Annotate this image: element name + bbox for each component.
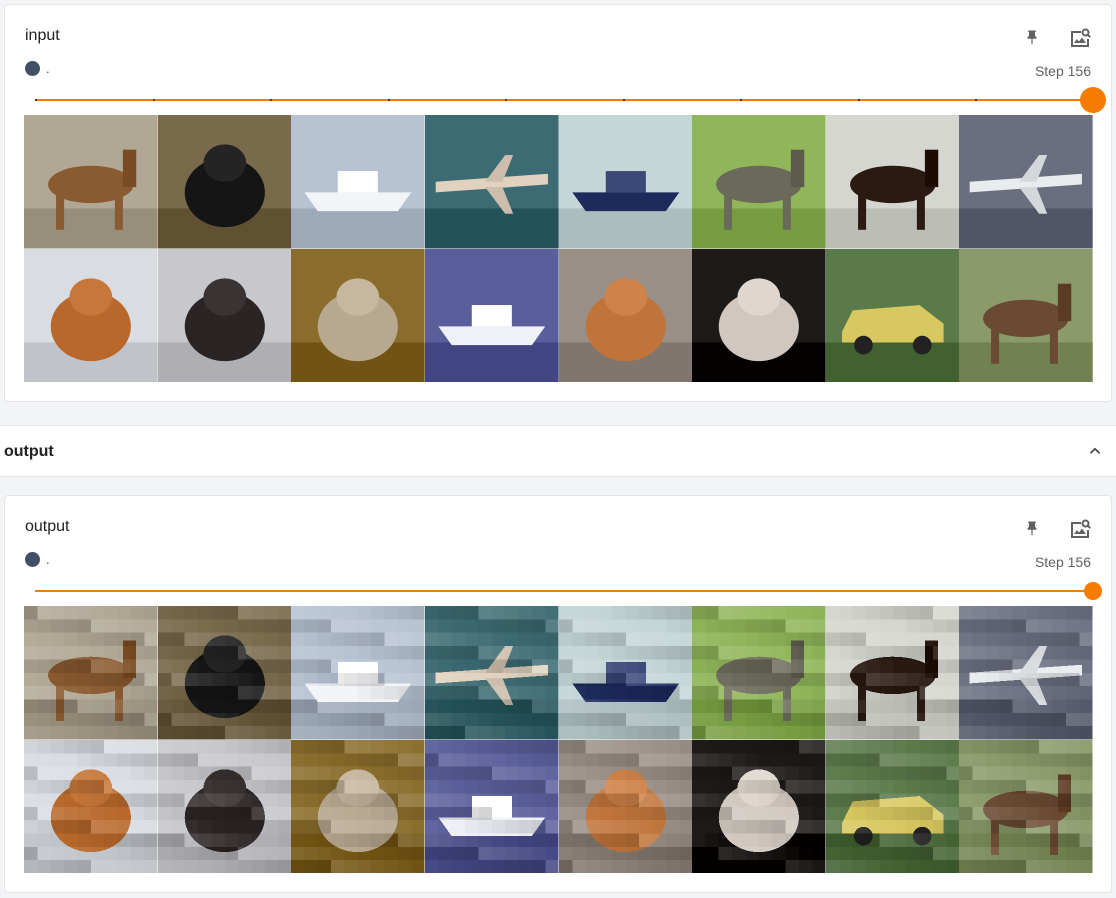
image-thumbnail-dog: [158, 115, 292, 249]
slider-tick: [740, 99, 742, 101]
image-thumbnail-horse-rider: [24, 115, 158, 249]
image-grid: [24, 115, 1093, 382]
image-thumbnail-deer: [692, 115, 826, 249]
image-thumbnail-horse: [826, 606, 960, 740]
image-card-output: output . Step 156: [4, 495, 1112, 893]
slider-thumb[interactable]: [1084, 582, 1102, 600]
step-label: Step 156: [1035, 554, 1091, 570]
image-grid: [24, 606, 1093, 873]
slider-tick: [35, 99, 37, 101]
step-slider[interactable]: [35, 582, 1093, 600]
slider-tick: [270, 99, 272, 101]
image-thumbnail-dog: [158, 606, 292, 740]
slider-tick: [858, 99, 860, 101]
card-title: output: [25, 518, 69, 536]
image-thumbnail-ship: [559, 115, 693, 249]
image-thumbnail-cat: [24, 249, 158, 383]
slider-track[interactable]: [35, 590, 1093, 592]
image-thumbnail-dog: [559, 249, 693, 383]
image-thumbnail-car: [826, 740, 960, 874]
slider-thumb[interactable]: [1080, 87, 1106, 113]
image-thumbnail-dog: [158, 740, 292, 874]
run-color-dot: [25, 552, 40, 567]
image-thumbnail-cat: [291, 740, 425, 874]
image-thumbnail-dog: [692, 740, 826, 874]
slider-tick: [623, 99, 625, 101]
run-label: .: [46, 61, 50, 76]
run-legend: .: [25, 61, 50, 76]
step-slider[interactable]: [35, 91, 1093, 109]
step-label: Step 156: [1035, 63, 1091, 79]
image-search-icon[interactable]: [1067, 516, 1093, 542]
image-thumbnail-dog: [559, 740, 693, 874]
pin-icon[interactable]: [1019, 516, 1045, 542]
image-thumbnail-boat: [425, 740, 559, 874]
image-thumbnail-boat: [425, 249, 559, 383]
image-thumbnail-boat: [291, 606, 425, 740]
image-thumbnail-airplane: [425, 606, 559, 740]
slider-tick: [505, 99, 507, 101]
image-thumbnail-horse: [959, 740, 1093, 874]
pin-icon[interactable]: [1019, 25, 1045, 51]
image-thumbnail-ship: [559, 606, 693, 740]
run-legend: .: [25, 552, 50, 567]
image-thumbnail-dog: [692, 249, 826, 383]
image-thumbnail-horse: [959, 249, 1093, 383]
image-thumbnail-cat: [24, 740, 158, 874]
group-title: output: [4, 443, 54, 461]
slider-tick: [153, 99, 155, 101]
image-thumbnail-horse: [826, 115, 960, 249]
slider-tick: [388, 99, 390, 101]
image-thumbnail-deer: [692, 606, 826, 740]
image-thumbnail-horse-rider: [24, 606, 158, 740]
image-thumbnail-airplane: [425, 115, 559, 249]
image-card-input: input . Step 156: [4, 4, 1112, 402]
image-search-icon[interactable]: [1067, 25, 1093, 51]
run-label: .: [46, 552, 50, 567]
image-thumbnail-airplane: [959, 115, 1093, 249]
image-thumbnail-dog: [158, 249, 292, 383]
image-thumbnail-car: [826, 249, 960, 383]
group-header-output[interactable]: output: [0, 425, 1116, 477]
image-thumbnail-cat: [291, 249, 425, 383]
run-color-dot: [25, 61, 40, 76]
image-thumbnail-boat: [291, 115, 425, 249]
slider-track[interactable]: [35, 99, 1093, 101]
slider-tick: [975, 99, 977, 101]
chevron-up-icon[interactable]: [1082, 438, 1108, 464]
card-title: input: [25, 27, 60, 45]
image-thumbnail-airplane: [959, 606, 1093, 740]
